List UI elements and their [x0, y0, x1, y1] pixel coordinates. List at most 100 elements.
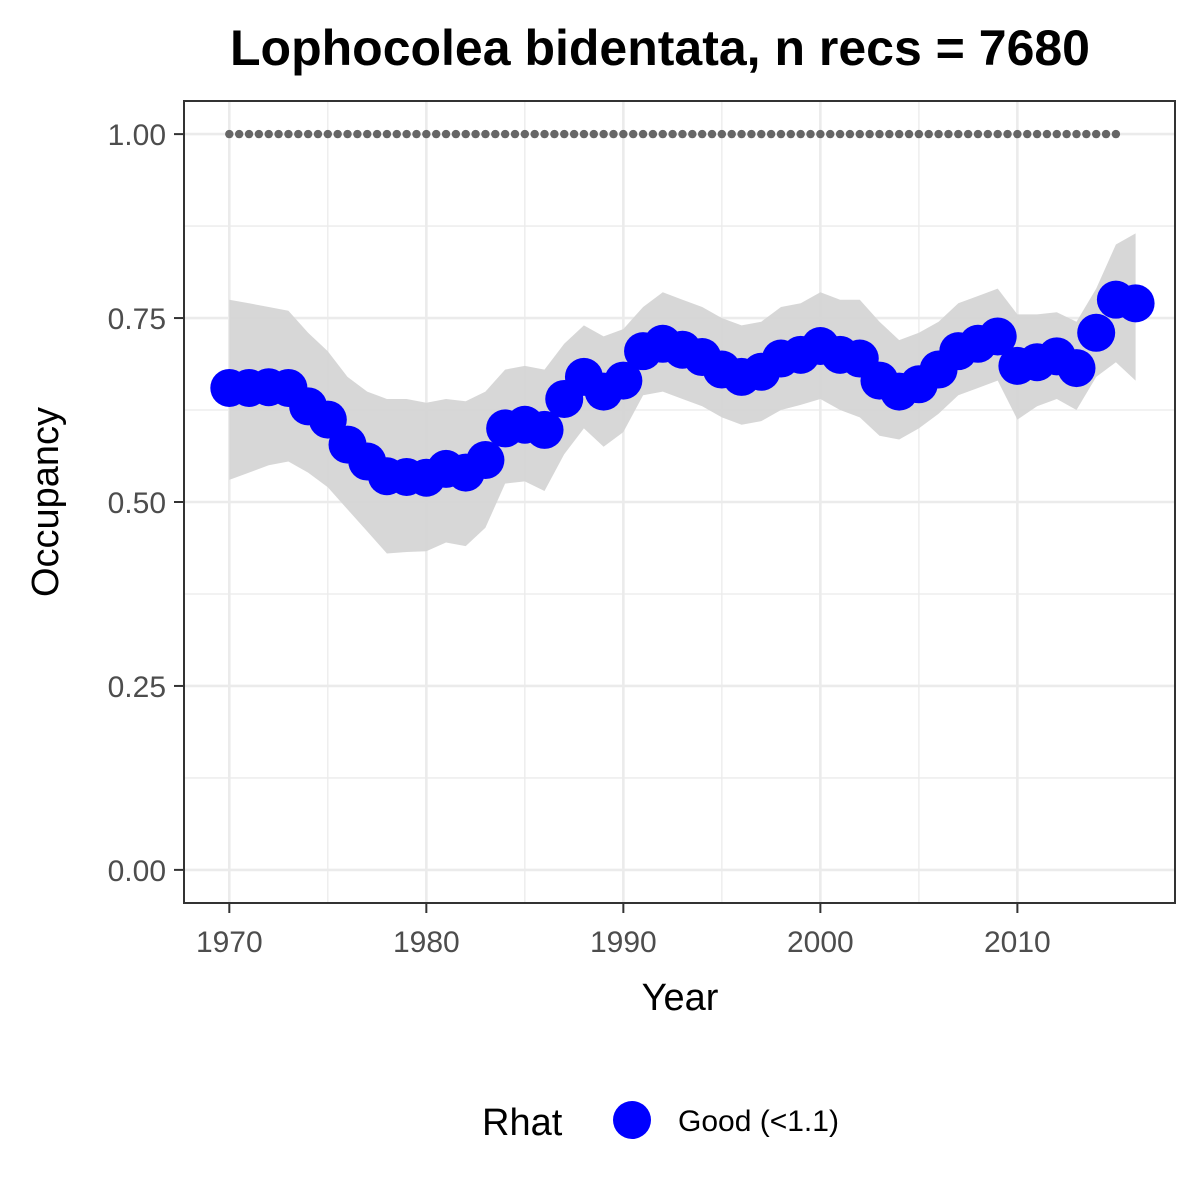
legend-label-good: Good (<1.1) [678, 1105, 839, 1138]
credible-interval-ribbon [229, 233, 1136, 554]
reference-dot [225, 129, 234, 139]
reference-dot [441, 129, 451, 139]
reference-dot [894, 129, 904, 139]
x-tick-label: 1980 [393, 926, 460, 959]
x-tick-label: 2010 [984, 926, 1051, 959]
legend: Rhat Good (<1.1) [482, 1101, 839, 1144]
reference-dot [382, 129, 392, 139]
reference-dot [619, 129, 628, 139]
legend-key-good [613, 1101, 651, 1139]
occupancy-point [604, 361, 643, 400]
x-axis: 1970 1980 1990 2000 2010 [196, 903, 1051, 959]
reference-dot [1013, 129, 1022, 139]
reference-line [225, 129, 1121, 139]
reference-dot [688, 129, 697, 139]
reference-dot [333, 129, 342, 139]
reference-dot [254, 129, 264, 139]
reference-dot [491, 129, 500, 139]
y-tick-label: 0.25 [108, 671, 166, 704]
reference-dot [638, 129, 648, 139]
reference-dot [461, 129, 470, 139]
reference-dot [707, 129, 717, 139]
reference-dot [668, 129, 677, 139]
reference-dot [343, 129, 352, 139]
occupancy-point [1077, 313, 1116, 352]
reference-dot [796, 129, 805, 139]
reference-dot [1082, 129, 1091, 139]
reference-dot [648, 129, 658, 139]
reference-dot [963, 129, 973, 139]
reference-dot [658, 129, 667, 139]
reference-dot [904, 129, 914, 139]
reference-dot [422, 129, 431, 139]
reference-dot [629, 129, 638, 139]
occupancy-point [1116, 284, 1155, 323]
reference-dot [481, 129, 490, 139]
reference-dot [1023, 129, 1032, 139]
reference-dot [826, 129, 835, 139]
reference-dot [875, 129, 884, 139]
reference-dot [431, 129, 441, 139]
reference-dot [835, 129, 845, 139]
reference-dot [589, 129, 598, 139]
reference-dot [973, 129, 983, 139]
x-tick-label: 2000 [787, 926, 854, 959]
reference-dot [540, 129, 549, 139]
reference-dot [924, 129, 933, 139]
reference-dot [353, 129, 362, 139]
y-tick-label: 0.50 [108, 487, 166, 520]
y-tick-label: 0.75 [108, 303, 166, 336]
occupancy-point [1057, 349, 1096, 388]
reference-dot [786, 129, 796, 139]
reference-dot [560, 129, 569, 139]
reference-dot [776, 129, 786, 139]
reference-dot [678, 129, 687, 139]
reference-dot [284, 129, 293, 139]
occupancy-point [466, 441, 505, 480]
reference-dot [323, 129, 333, 139]
reference-dot [372, 129, 382, 139]
y-tick-label: 0.00 [108, 855, 166, 888]
y-axis-title: Occupancy [25, 407, 67, 597]
reference-dot [471, 129, 480, 139]
reference-dot [885, 129, 894, 139]
occupancy-points [210, 280, 1155, 497]
occupancy-point [525, 410, 564, 449]
reference-dot [1101, 129, 1111, 139]
reference-dot [264, 129, 273, 139]
reference-dot [530, 129, 539, 139]
reference-dot [1042, 129, 1052, 139]
reference-dot [1052, 129, 1061, 139]
reference-dot [244, 129, 254, 139]
reference-dot [845, 129, 855, 139]
reference-dot [579, 129, 589, 139]
reference-dot [1072, 129, 1081, 139]
reference-dot [865, 129, 874, 139]
reference-dot [993, 129, 1002, 139]
reference-dot [451, 129, 461, 139]
reference-dot [234, 129, 244, 139]
reference-dot [274, 129, 283, 139]
reference-dot [717, 129, 727, 139]
reference-dot [313, 129, 323, 139]
occupancy-point [978, 317, 1017, 356]
reference-dot [727, 129, 736, 139]
reference-dot [1062, 129, 1071, 139]
confidence-ribbon [229, 233, 1136, 554]
reference-dot [766, 129, 776, 139]
x-tick-label: 1990 [590, 926, 657, 959]
reference-dot [747, 129, 756, 139]
reference-dot [402, 129, 411, 139]
x-tick-label: 1970 [196, 926, 263, 959]
reference-dot [983, 129, 993, 139]
reference-dot [599, 129, 608, 139]
reference-dot [363, 129, 372, 139]
reference-dot [392, 129, 401, 139]
reference-dot [1091, 129, 1101, 139]
reference-dot [806, 129, 815, 139]
reference-dot [520, 129, 530, 139]
reference-dot [550, 129, 559, 139]
reference-dot [737, 129, 746, 139]
reference-dot [303, 129, 313, 139]
